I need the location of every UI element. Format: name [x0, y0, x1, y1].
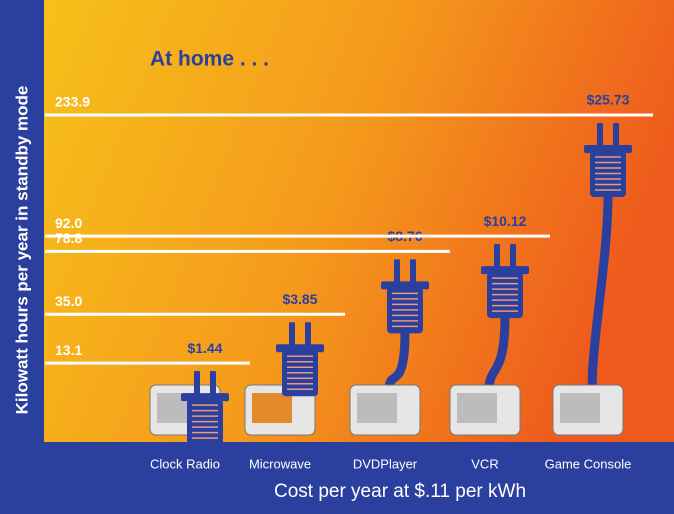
value-label: 92.0: [55, 215, 82, 231]
left-band: [0, 0, 44, 514]
y-axis-label: Kilowatt hours per year in standby mode: [12, 86, 31, 415]
device-panel: [357, 393, 397, 423]
cable: [587, 194, 613, 401]
value-label: 233.9: [55, 94, 90, 110]
x-axis-label: Cost per year at $.11 per kWh: [274, 481, 526, 502]
value-label: 78.8: [55, 230, 82, 246]
plug-prong: [305, 322, 311, 347]
plug-prong: [410, 259, 416, 284]
cost-label: $3.85: [282, 291, 317, 307]
x-tick-label: DVDPlayer: [353, 456, 418, 471]
x-tick-label: Clock Radio: [150, 456, 220, 471]
plug-prong: [613, 122, 619, 147]
plug-prong: [494, 244, 500, 269]
device-panel: [560, 393, 600, 423]
x-tick-label: VCR: [471, 456, 498, 471]
plug-prong: [394, 259, 400, 284]
chart-title: At home . . .: [150, 48, 269, 71]
plug-prong: [510, 244, 516, 269]
cost-label: $10.12: [484, 213, 527, 229]
device-panel: [252, 393, 292, 423]
x-tick-label: Game Console: [545, 456, 632, 471]
cost-label: $1.44: [187, 340, 222, 356]
bottom-band: [0, 442, 674, 514]
value-label: 35.0: [55, 293, 82, 309]
plug-prong: [289, 322, 295, 347]
plug-prong: [597, 122, 603, 147]
cost-label: $25.73: [587, 92, 630, 108]
plug-prong: [194, 371, 200, 396]
x-tick-label: Microwave: [249, 456, 311, 471]
value-label: 13.1: [55, 342, 82, 358]
plug-prong: [210, 371, 216, 396]
device-panel: [457, 393, 497, 423]
